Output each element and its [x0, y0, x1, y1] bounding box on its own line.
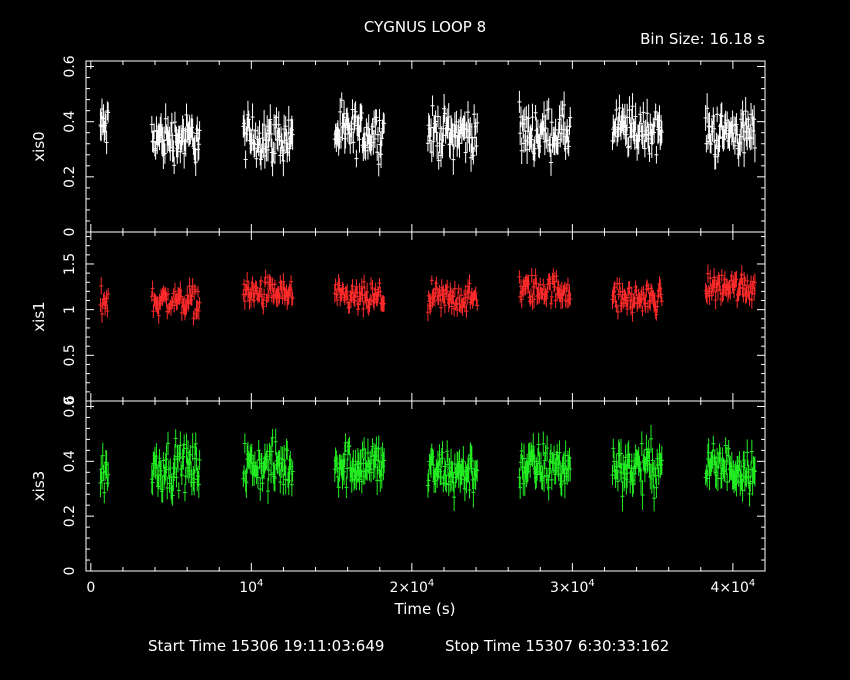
y-tick-label: 0.4: [62, 450, 78, 472]
y-tick-label: 1: [62, 305, 78, 314]
x-tick-label: 4×104: [710, 578, 755, 596]
y-axis-label-xis0: xis0: [30, 131, 48, 161]
x-axis-label: Time (s): [394, 600, 456, 618]
start-time-label: Start Time 15306 19:11:03:649: [148, 637, 384, 655]
panel-frame: [85, 231, 766, 402]
panel-frame: [85, 60, 766, 233]
chart-title: CYGNUS LOOP 8: [364, 18, 486, 36]
y-tick-label: 1.5: [62, 253, 78, 275]
data-series-xis1: [98, 264, 757, 326]
x-tick-label: 0: [86, 580, 95, 596]
panel-xis3: 0 0.2 0.4 0.6 xis3: [30, 395, 766, 576]
panel-xis1: 0 0.5 1 1.5 xis1: [30, 231, 766, 406]
y-tick-label: 0.4: [62, 110, 78, 132]
x-tick-label: 2×104: [389, 578, 434, 596]
y-tick-label: 0.2: [62, 166, 78, 188]
panel-xis0: 0 0.2 0.4 0.6 xis0: [30, 55, 766, 237]
y-tick-label: 0: [62, 567, 78, 576]
chart-layer: 0 0.2 0.4 0.6 xis0 0 0.5 1 1.5 xis1 0 0.2 0.4 0.6 xis3…: [30, 55, 766, 596]
y-tick-label: 0.6: [62, 395, 78, 417]
y-axis-label-xis3: xis3: [30, 471, 48, 501]
data-series-xis0: [98, 90, 757, 177]
x-tick-label: 3×104: [550, 578, 595, 596]
panel-frame: [85, 400, 766, 572]
y-tick-label: 0.6: [62, 55, 78, 77]
x-tick-labels: 0 104 2×104 3×104 4×104: [86, 578, 755, 596]
data-series-xis3: [98, 424, 757, 512]
bin-size-label: Bin Size: 16.18 s: [640, 30, 765, 48]
y-tick-label: 0: [62, 397, 78, 406]
x-tick-label: 104: [239, 578, 263, 596]
stop-time-label: Stop Time 15307 6:30:33:162: [445, 637, 669, 655]
y-tick-label: 0: [62, 228, 78, 237]
y-axis-label-xis1: xis1: [30, 301, 48, 331]
y-tick-label: 0.2: [62, 505, 78, 527]
y-tick-label: 0.5: [62, 344, 78, 366]
